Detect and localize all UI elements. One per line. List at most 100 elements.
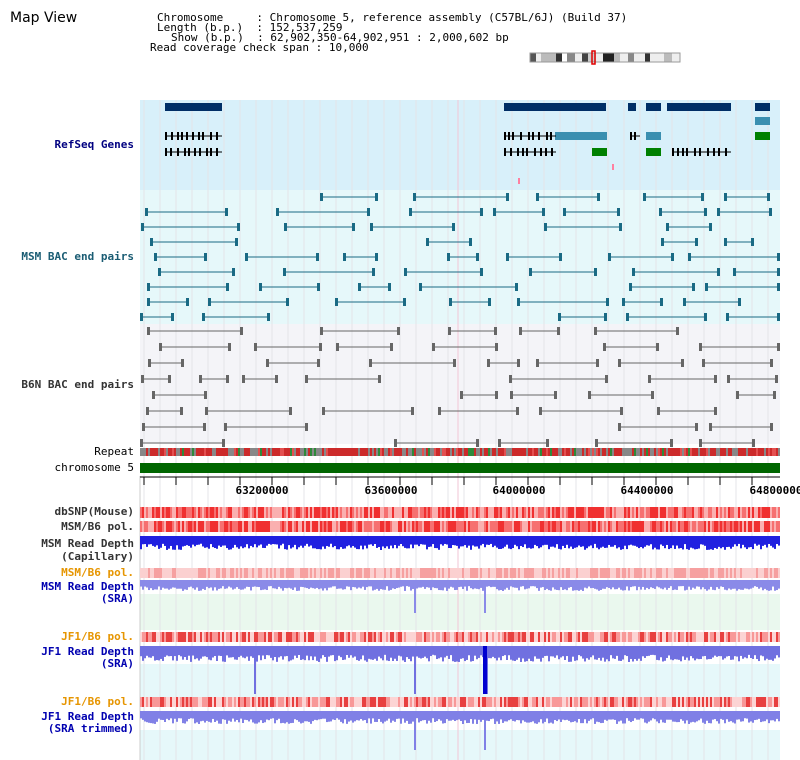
jf1-trim-depth-bar: [176, 711, 178, 722]
repeat-mark: [450, 448, 452, 456]
refseq-exon: [216, 148, 218, 156]
jf1-sra-depth-bar: [648, 646, 650, 656]
jf1-sra-depth-bar: [196, 646, 198, 659]
jf1-b6-pol-track-label[interactable]: JF1/B6 pol.: [61, 630, 134, 643]
jf1-pol2-mark: [330, 697, 332, 707]
msm-sra-depth-bar: [446, 580, 448, 591]
jf1-pol-mark: [716, 632, 718, 642]
jf1-sra-depth-bar: [554, 646, 556, 658]
msm-sra-depth-bar: [630, 580, 632, 588]
repeat-mark: [618, 448, 620, 456]
jf1-pol-mark: [660, 632, 662, 642]
msm-pol-mark: [502, 521, 504, 532]
dbsnp-mark: [484, 507, 486, 518]
refseq-exon: [188, 148, 190, 156]
msm-pol2-mark: [208, 568, 210, 578]
msm-sra-depth-bar: [464, 580, 466, 587]
jf1-pol-mark: [648, 632, 650, 642]
repeat-mark: [484, 448, 486, 456]
jf1-sra-depth-bar: [236, 646, 238, 660]
msm-pol2-mark: [478, 568, 480, 578]
msm-cap-depth-bar: [156, 536, 158, 546]
jf1-pol-mark: [142, 632, 144, 642]
jf1-sra-depth-bar: [496, 646, 498, 661]
msm-depth-capillary-label-1[interactable]: MSM Read Depth: [41, 537, 134, 550]
repeat-mark: [174, 448, 176, 456]
jf1-trim-depth-bar: [156, 711, 158, 722]
msm-depth-sra-label-1[interactable]: MSM Read Depth: [41, 580, 134, 593]
b6n-bac-pair-end: [554, 391, 557, 399]
repeat-mark: [762, 448, 764, 456]
jf1-trim-depth-bar: [688, 711, 690, 724]
msm-sra-depth-bar: [666, 580, 668, 590]
jf1-pol2-mark: [142, 697, 144, 707]
msm-pol2-mark: [332, 568, 334, 578]
jf1-pol2-mark: [610, 697, 612, 707]
msm-pol2-mark: [470, 568, 472, 578]
repeat-mark: [698, 448, 700, 456]
repeat-mark: [494, 448, 496, 456]
msm-cap-depth-bar: [574, 536, 576, 548]
msm-pol-mark: [636, 521, 638, 532]
refseq-track-label[interactable]: RefSeq Genes: [54, 138, 134, 151]
jf1-trim-depth-bar: [654, 711, 656, 720]
msm-bac-pair-end: [666, 223, 669, 231]
jf1-trim-depth-bar: [424, 711, 426, 721]
jf1-sra-depth-bar: [360, 646, 362, 660]
refseq-exon: [718, 148, 720, 156]
jf1-sra-depth-bar: [450, 646, 452, 656]
refseq-exon: [517, 148, 519, 156]
b6n-bac-track-label[interactable]: B6N BAC end pairs: [21, 378, 134, 391]
refseq-exon: [194, 148, 196, 156]
msm-cap-depth-bar: [648, 536, 650, 546]
jf1-pol2-mark: [286, 697, 288, 707]
jf1-pol2-mark: [528, 697, 530, 707]
jf1-depth-sra-label-1[interactable]: JF1 Read Depth: [41, 645, 134, 658]
repeat-mark: [302, 448, 304, 456]
jf1-pol2-mark: [568, 697, 570, 707]
msm-pol-mark: [556, 521, 558, 532]
msm-sra-depth-bar: [314, 580, 316, 589]
jf1-depth-trim-label-1[interactable]: JF1 Read Depth: [41, 710, 134, 723]
dbsnp-mark: [148, 507, 150, 518]
jf1-pol2-mark: [724, 697, 726, 707]
jf1-trim-depth-bar: [354, 711, 356, 722]
msm-sra-depth-bar: [332, 580, 334, 587]
msm-sra-depth-bar: [266, 580, 268, 590]
dbsnp-track-label[interactable]: dbSNP(Mouse): [54, 505, 134, 518]
jf1-trim-depth-bar: [422, 711, 424, 721]
jf1-sra-depth-bar: [776, 646, 778, 656]
jf1-pol2-mark: [218, 697, 220, 707]
jf1-pol-mark: [418, 632, 420, 642]
repeat-mark: [662, 448, 664, 456]
msm-bac-track-label[interactable]: MSM BAC end pairs: [21, 250, 134, 263]
jf1-pol-mark: [562, 632, 564, 642]
jf1-pol-mark: [458, 632, 460, 642]
jf1-sra-depth-bar: [556, 646, 558, 656]
msm-cap-depth-bar: [204, 536, 206, 548]
jf1-pol2-mark: [552, 697, 554, 707]
jf1-sra-depth-bar: [604, 646, 606, 662]
dbsnp-mark: [322, 507, 324, 518]
msm-b6-pol-track-label[interactable]: MSM/B6 pol.: [61, 520, 134, 533]
refseq-gene: [628, 103, 636, 111]
msm-pol-mark: [388, 521, 390, 532]
msm-pol-mark: [518, 521, 520, 532]
jf1-sra-depth-bar: [426, 646, 428, 659]
jf1-sra-depth-bar: [166, 646, 168, 656]
msm-pol-mark: [508, 521, 510, 532]
jf1-b6-pol-2-track-label[interactable]: JF1/B6 pol.: [61, 695, 134, 708]
msm-pol-mark: [200, 521, 202, 532]
repeat-mark: [726, 448, 728, 456]
jf1-sra-depth-bar: [362, 646, 364, 656]
msm-pol2-mark: [200, 568, 202, 578]
msm-sra-depth-bar: [472, 580, 474, 590]
dbsnp-mark: [320, 507, 322, 518]
msm-pol-mark: [714, 521, 716, 532]
msm-cap-depth-bar: [350, 536, 352, 548]
msm-pol-mark: [772, 521, 774, 532]
dbsnp-mark: [762, 507, 764, 518]
msm-b6-pol-2-track-label[interactable]: MSM/B6 pol.: [61, 566, 134, 579]
repeat-mark: [778, 448, 780, 456]
